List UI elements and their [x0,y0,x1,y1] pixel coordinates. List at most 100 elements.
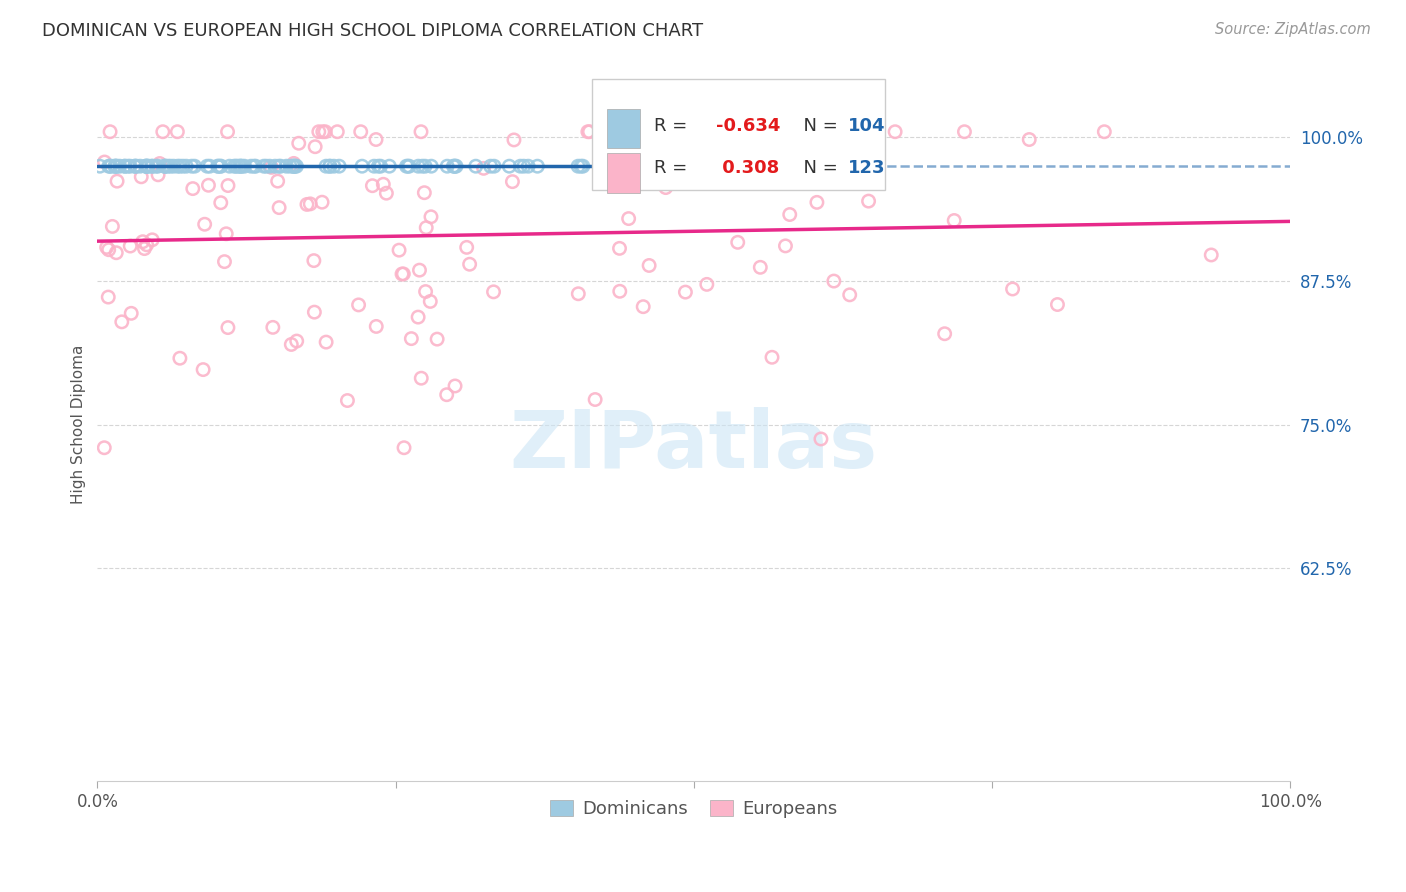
Point [366,319,388,334]
Point [270,159,292,173]
Point [304,305,326,319]
Point [183,159,205,173]
Point [364,132,387,146]
Point [655,165,678,179]
Point [283,159,305,173]
Point [783,153,806,167]
Point [482,159,505,173]
Point [166,159,188,173]
Point [673,285,696,299]
Point [181,181,204,195]
Point [363,159,385,173]
Point [319,159,342,173]
Point [166,125,188,139]
Text: Source: ZipAtlas.com: Source: ZipAtlas.com [1215,22,1371,37]
Point [441,159,464,173]
Point [124,159,146,173]
Point [267,159,290,173]
Point [409,125,432,139]
Point [311,195,333,210]
Point [315,159,337,173]
Point [934,326,956,341]
Point [98,159,121,173]
Point [413,186,436,200]
Point [858,194,880,208]
Point [498,159,520,173]
Point [108,159,131,173]
Point [526,159,548,173]
Point [426,332,449,346]
Point [111,315,134,329]
Point [280,337,302,351]
Point [401,332,423,346]
Point [456,240,478,254]
Point [609,125,631,139]
Point [264,159,287,173]
Point [146,168,169,182]
Point [287,136,309,151]
Point [444,379,467,393]
Text: R =: R = [654,117,693,135]
Point [567,286,589,301]
Point [509,159,531,173]
Point [132,235,155,249]
Point [299,197,322,211]
Point [93,441,115,455]
Point [114,159,136,173]
Point [408,263,430,277]
Point [162,159,184,173]
Point [420,210,443,224]
Point [583,392,606,407]
Text: ZIPatlas: ZIPatlas [509,407,877,485]
Point [1001,282,1024,296]
Point [180,159,202,173]
Text: DOMINICAN VS EUROPEAN HIGH SCHOOL DIPLOMA CORRELATION CHART: DOMINICAN VS EUROPEAN HIGH SCHOOL DIPLOM… [42,22,703,40]
Text: 0.308: 0.308 [717,159,780,177]
Point [806,195,828,210]
Point [617,211,640,226]
Point [194,217,217,231]
Point [328,159,350,173]
Point [943,213,966,227]
Point [464,159,486,173]
Point [295,197,318,211]
Point [259,159,281,173]
Point [396,159,419,173]
Point [117,159,139,173]
Text: R =: R = [654,159,693,177]
Point [779,207,801,221]
Point [638,259,661,273]
Point [195,159,218,173]
Point [245,159,267,173]
Point [105,174,128,188]
Point [262,320,284,334]
Point [174,159,197,173]
Point [314,125,336,139]
Point [191,362,214,376]
Point [419,294,441,309]
Point [253,159,276,173]
Point [209,159,232,173]
Point [576,125,599,139]
Point [841,154,863,169]
FancyBboxPatch shape [592,79,884,190]
Point [136,159,159,173]
Point [411,371,433,385]
Point [135,159,157,173]
Point [479,159,502,173]
Point [135,237,157,252]
Point [361,178,384,193]
Legend: Dominicans, Europeans: Dominicans, Europeans [543,793,845,825]
Point [884,125,907,139]
Point [97,290,120,304]
Point [169,159,191,173]
Point [645,125,668,139]
Point [97,243,120,257]
Point [415,285,437,299]
Point [302,253,325,268]
Point [101,219,124,234]
Point [676,125,699,139]
Point [724,125,747,139]
Point [146,159,169,173]
Point [135,159,157,173]
